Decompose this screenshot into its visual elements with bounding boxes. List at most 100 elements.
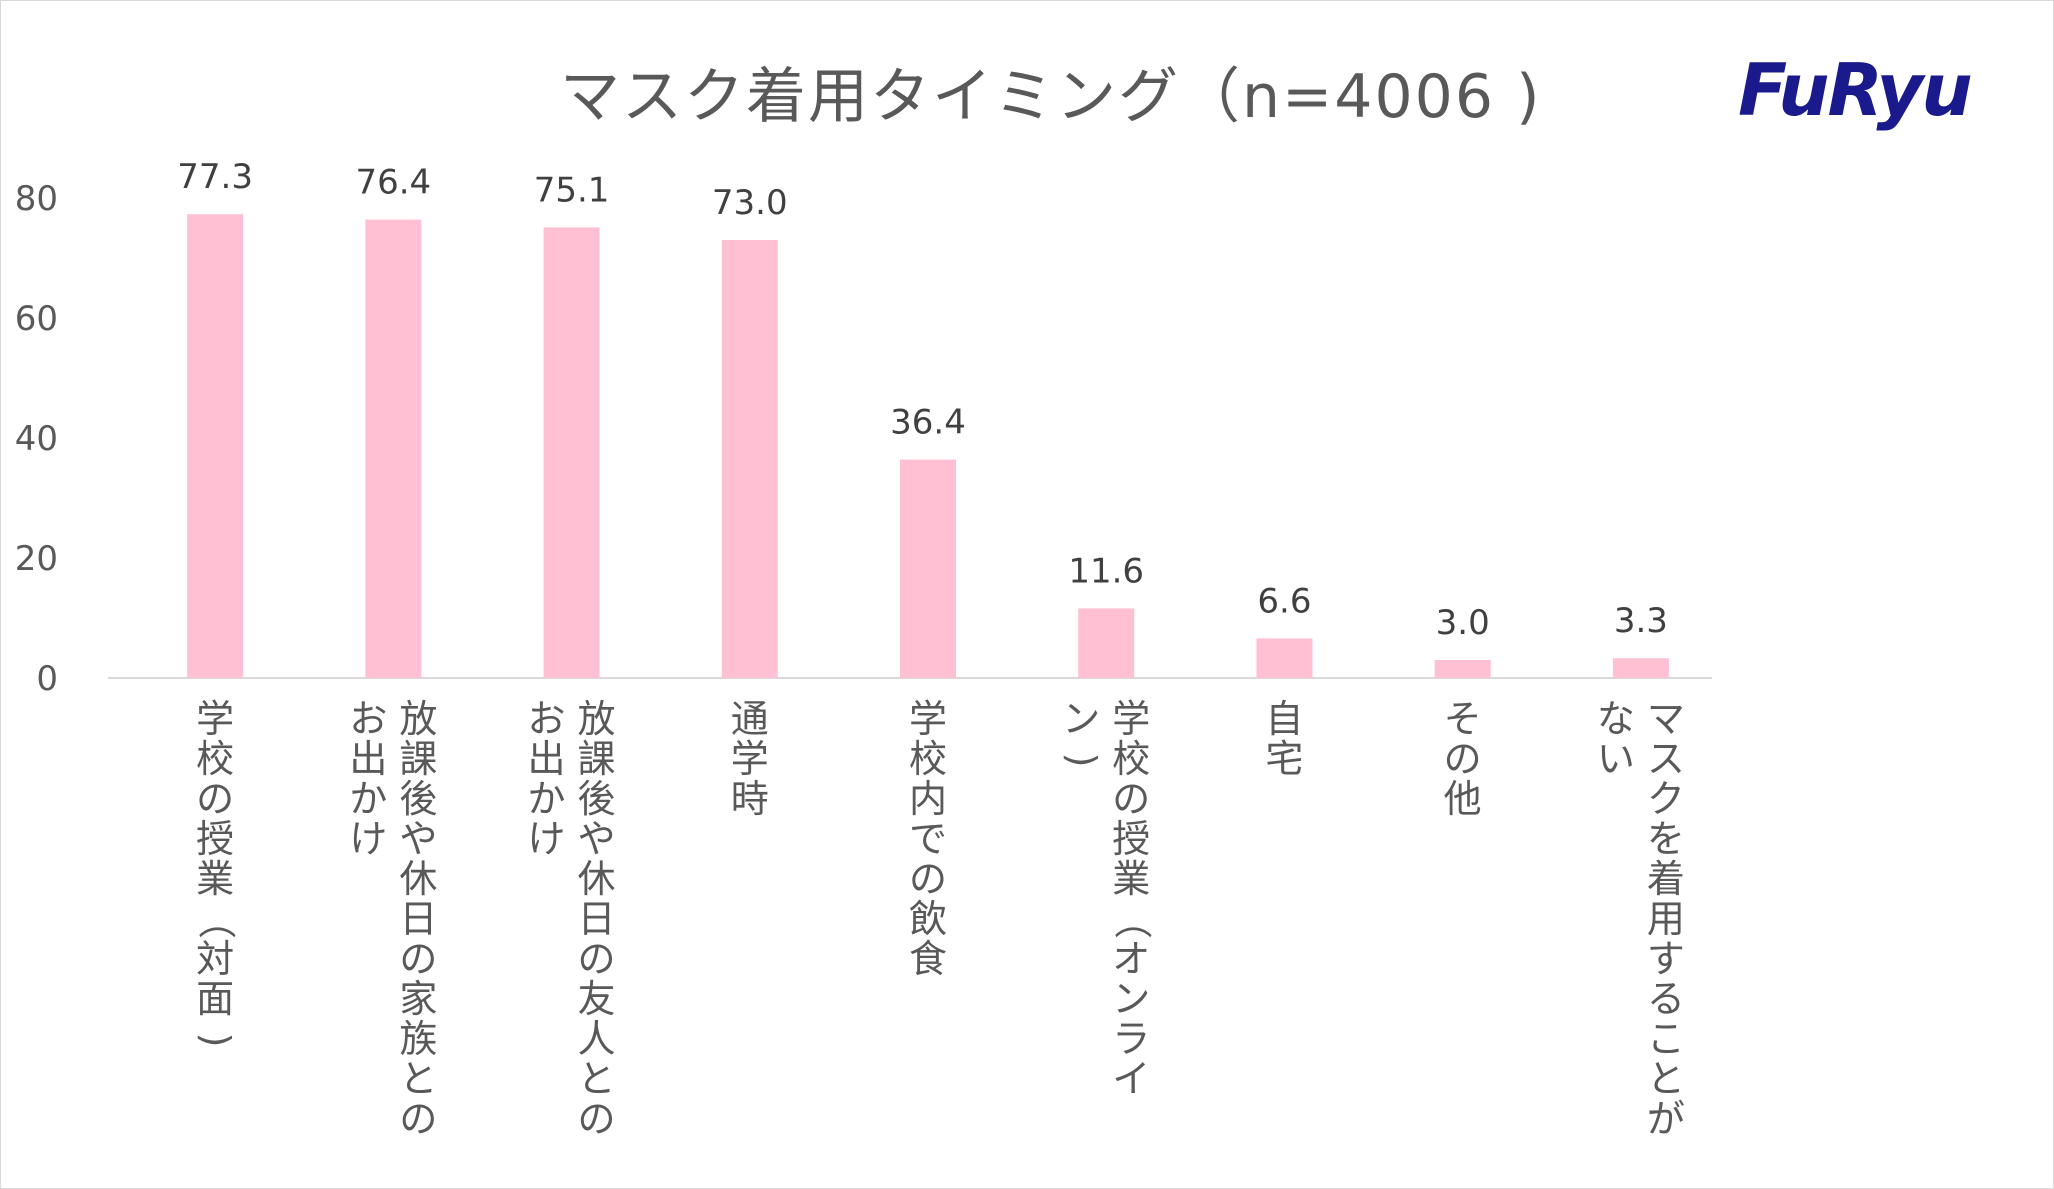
x-tick-label-char: オ	[1112, 937, 1150, 981]
y-axis-ticks: 0 20 40 60 80	[15, 179, 58, 699]
x-tick-label-char: マ	[1647, 697, 1685, 741]
x-tick-label-char: 宅	[1265, 737, 1303, 781]
x-tick-label-char: な	[1597, 697, 1635, 741]
x-tick-label-char: と	[399, 1057, 437, 1101]
x-tick-label-char: 放	[399, 697, 437, 741]
x-axis-labels-group: 学校の授業（対面)放課後や休日の家族とのお出かけ放課後や休日の友人とのお出かけ通…	[194, 697, 1685, 1141]
x-tick-label-char: で	[909, 817, 947, 861]
x-tick-label-char: を	[1647, 817, 1685, 861]
x-tick-label-char: 休	[578, 857, 616, 901]
x-tick-label-char: か	[349, 777, 387, 821]
x-tick-label-char: す	[1647, 937, 1685, 981]
x-tick-label-char: 授	[1112, 817, 1150, 861]
bar	[1434, 660, 1491, 678]
x-tick-label-char: 対	[196, 937, 234, 981]
x-tick-label-char: ン	[1112, 977, 1150, 1021]
x-tick-label-char: 他	[1444, 777, 1482, 821]
x-tick-label-char: ク	[1647, 777, 1685, 821]
x-tick-label-char: 学	[196, 697, 234, 741]
x-tick-label-char: い	[1597, 737, 1635, 781]
x-tick-label-char: お	[528, 697, 566, 741]
data-label: 6.6	[1257, 581, 1311, 621]
x-tick-label-char: 課	[578, 737, 616, 781]
data-label: 3.0	[1436, 603, 1490, 643]
bar	[187, 214, 244, 678]
x-tick-label-char: 校	[909, 737, 947, 781]
x-tick-label-char: 人	[578, 1017, 616, 1061]
x-tick-label-char: や	[578, 817, 616, 861]
data-label: 11.6	[1068, 551, 1144, 591]
bar	[721, 240, 778, 678]
data-label: 73.0	[712, 183, 788, 223]
x-tick-label-char: 後	[399, 777, 437, 821]
x-tick-label-char: の	[399, 937, 437, 981]
x-tick-label-char: け	[528, 817, 566, 861]
x-tick-label-char: け	[349, 817, 387, 861]
x-tick-label-char: 家	[399, 977, 437, 1021]
x-tick-label-char: 学	[909, 697, 947, 741]
x-tick-label-char: が	[1647, 1097, 1685, 1141]
y-tick-label: 40	[15, 419, 58, 459]
data-label: 77.3	[177, 157, 253, 197]
x-tick-label-char: 業	[1112, 857, 1150, 901]
bar	[365, 219, 422, 678]
y-tick-label: 80	[15, 179, 58, 219]
x-tick-label-char: （	[1110, 901, 1154, 939]
furyu-logo: FuRyu	[1738, 48, 1973, 132]
x-tick-label-char: 後	[578, 777, 616, 821]
x-tick-label-char: （	[194, 901, 238, 939]
x-tick-label-char: 校	[196, 737, 234, 781]
bar	[1612, 658, 1669, 678]
x-tick-label-char: 課	[399, 737, 437, 781]
x-tick-label-char: そ	[1444, 697, 1482, 741]
x-tick-label-char: 学	[1112, 697, 1150, 741]
x-tick-label-char: 放	[578, 697, 616, 741]
x-tick-label-char: 出	[349, 737, 387, 781]
x-tick-label-char: か	[528, 777, 566, 821]
x-tick-label-char: 食	[909, 937, 947, 981]
x-tick-label-char: や	[399, 817, 437, 861]
x-tick-label: その他	[1444, 697, 1482, 821]
chart-title: マスク着用タイミング（n=4006 )	[560, 62, 1542, 132]
x-tick-label-char: ン	[1062, 697, 1100, 741]
x-tick-label-char: の	[399, 1097, 437, 1141]
x-tick-label-char: の	[1444, 737, 1482, 781]
x-tick-label-char: の	[578, 937, 616, 981]
y-tick-label: 20	[15, 539, 58, 579]
x-tick-label-char: 内	[909, 777, 947, 821]
x-tick-label-char: 時	[731, 777, 769, 821]
x-tick-label-char: 休	[399, 857, 437, 901]
bar	[1078, 608, 1135, 678]
x-tick-label-char: の	[909, 857, 947, 901]
x-tick-label-char: お	[349, 697, 387, 741]
data-label: 75.1	[534, 170, 610, 210]
x-tick-label-char: 友	[578, 977, 616, 1021]
x-tick-label: 自宅	[1265, 697, 1303, 781]
data-label: 76.4	[355, 163, 431, 203]
x-tick-label-char: と	[1647, 1057, 1685, 1101]
x-tick-label-char: の	[1112, 777, 1150, 821]
x-tick-label-char: の	[578, 1097, 616, 1141]
x-tick-label-char: 族	[399, 1017, 437, 1061]
x-tick-label-char: イ	[1112, 1057, 1150, 1101]
x-tick-label: 通学時	[731, 697, 769, 821]
x-tick-label-char: 日	[399, 897, 437, 941]
x-tick-label-char: 飲	[909, 897, 947, 941]
x-tick-label-char: 学	[731, 737, 769, 781]
x-tick-label-char: る	[1647, 977, 1685, 1021]
x-tick-label-char: こ	[1647, 1017, 1685, 1061]
x-tick-label-char: 出	[528, 737, 566, 781]
x-tick-label-char: )	[194, 1033, 238, 1048]
x-tick-label-char: 通	[731, 697, 769, 741]
x-tick-label-char: と	[578, 1057, 616, 1101]
x-tick-label-char: 面	[196, 977, 234, 1021]
x-tick-label-char: の	[196, 777, 234, 821]
x-tick-label-char: )	[1060, 753, 1104, 768]
bar	[543, 227, 600, 678]
x-tick-label-char: ラ	[1112, 1017, 1150, 1061]
x-tick-label-char: 日	[578, 897, 616, 941]
